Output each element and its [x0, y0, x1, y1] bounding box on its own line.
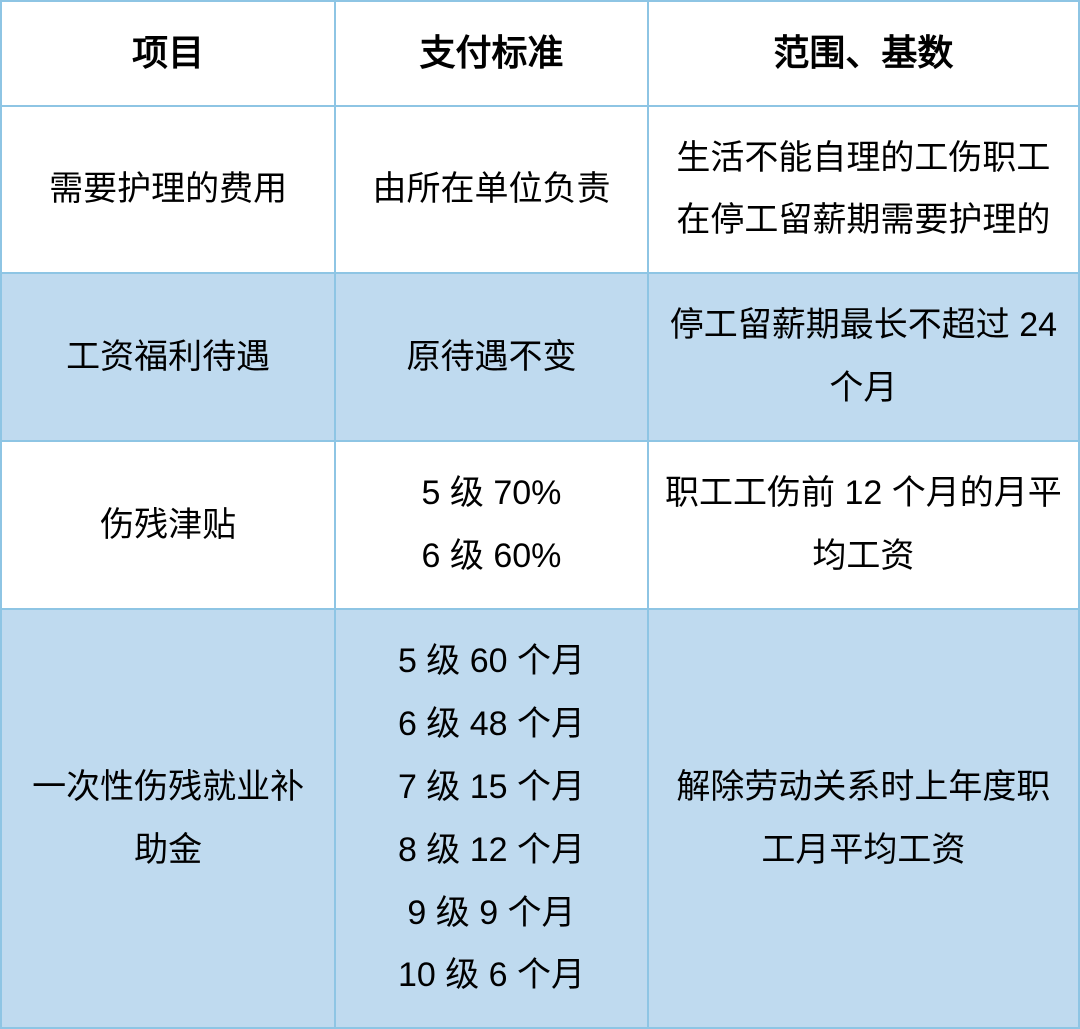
- cell-item: 工资福利待遇: [1, 273, 335, 441]
- table-row: 伤残津贴 5 级 70% 6 级 60% 职工工伤前 12 个月的月平均工资: [1, 441, 1079, 609]
- cell-standard: 原待遇不变: [335, 273, 648, 441]
- header-scope: 范围、基数: [648, 1, 1079, 106]
- cell-standard: 由所在单位负责: [335, 106, 648, 274]
- cell-item: 伤残津贴: [1, 441, 335, 609]
- header-item: 项目: [1, 1, 335, 106]
- table-row: 工资福利待遇 原待遇不变 停工留薪期最长不超过 24 个月: [1, 273, 1079, 441]
- cell-scope: 生活不能自理的工伤职工在停工留薪期需要护理的: [648, 106, 1079, 274]
- table-row: 需要护理的费用 由所在单位负责 生活不能自理的工伤职工在停工留薪期需要护理的: [1, 106, 1079, 274]
- cell-standard: 5 级 60 个月 6 级 48 个月 7 级 15 个月 8 级 12 个月 …: [335, 609, 648, 1028]
- header-standard: 支付标准: [335, 1, 648, 106]
- cell-scope: 解除劳动关系时上年度职工月平均工资: [648, 609, 1079, 1028]
- table-header-row: 项目 支付标准 范围、基数: [1, 1, 1079, 106]
- cell-item: 需要护理的费用: [1, 106, 335, 274]
- compensation-table: 项目 支付标准 范围、基数 需要护理的费用 由所在单位负责 生活不能自理的工伤职…: [0, 0, 1080, 1029]
- cell-item: 一次性伤残就业补助金: [1, 609, 335, 1028]
- cell-standard: 5 级 70% 6 级 60%: [335, 441, 648, 609]
- cell-scope: 职工工伤前 12 个月的月平均工资: [648, 441, 1079, 609]
- cell-scope: 停工留薪期最长不超过 24 个月: [648, 273, 1079, 441]
- table-row: 一次性伤残就业补助金 5 级 60 个月 6 级 48 个月 7 级 15 个月…: [1, 609, 1079, 1028]
